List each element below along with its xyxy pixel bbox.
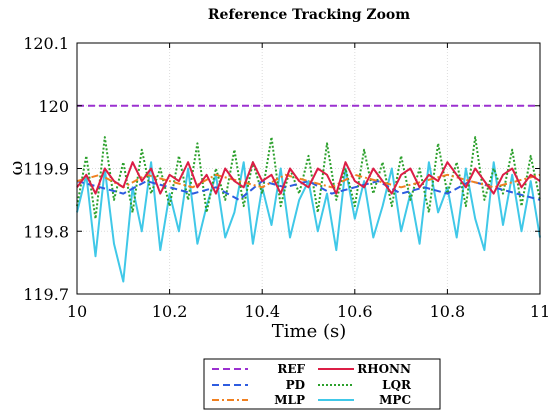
series-line-lqr bbox=[76, 136, 541, 220]
chart-title: Reference Tracking Zoom bbox=[208, 7, 410, 23]
legend-label-rhonn: RHONN bbox=[357, 362, 411, 376]
legend-label-pd: PD bbox=[286, 378, 305, 392]
y-tick-label: 120 bbox=[38, 97, 69, 116]
x-tick-label: 11 bbox=[530, 302, 550, 321]
legend-label-ref: REF bbox=[277, 362, 305, 376]
legend-label-mlp: MLP bbox=[274, 393, 305, 407]
y-tick-label: 119.9 bbox=[23, 160, 69, 179]
x-axis-label: Time (s) bbox=[272, 321, 347, 342]
series-line-rhonn bbox=[76, 161, 541, 195]
legend-label-mpc: MPC bbox=[379, 393, 411, 407]
series-lines bbox=[76, 104, 541, 283]
x-tick-label: 10.6 bbox=[337, 302, 373, 321]
series-line-pd bbox=[76, 180, 541, 201]
x-tick-label: 10 bbox=[67, 302, 87, 321]
axis-ticks: 10 10.2 10.4 10.6 10.8 11 119.7 119.8 119.9 120 12… bbox=[23, 34, 550, 321]
y-tick-label: 120.1 bbox=[23, 34, 69, 53]
series-line-mlp bbox=[76, 173, 541, 189]
y-tick-label: 119.8 bbox=[23, 222, 69, 241]
x-tick-label: 10.4 bbox=[244, 302, 280, 321]
y-tick-label: 119.7 bbox=[23, 285, 69, 304]
x-tick-label: 10.2 bbox=[152, 302, 188, 321]
legend-label-lqr: LQR bbox=[382, 378, 412, 392]
y-axis-label: ω bbox=[6, 161, 27, 176]
x-tick-label: 10.8 bbox=[430, 302, 466, 321]
legend: REF RHONN PD LQR MLP MPC bbox=[212, 362, 412, 407]
